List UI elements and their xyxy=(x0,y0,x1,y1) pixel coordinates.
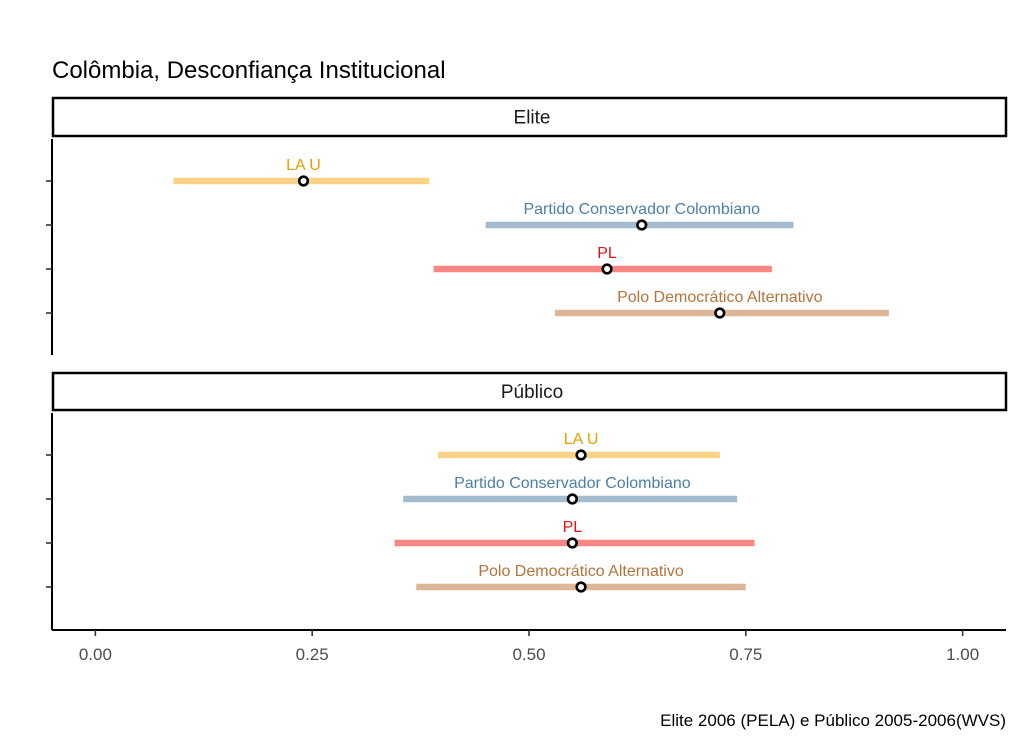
strip-label: Elite xyxy=(514,108,551,129)
strip-box xyxy=(51,96,1008,138)
point-label-partido-conservador-colombiano: Partido Conservador Colombiano xyxy=(454,475,691,492)
point-label-pl: PL xyxy=(563,519,583,536)
x-axis: 0.00 0.25 0.50 0.75 1.00 xyxy=(79,630,979,664)
estimate-point-la-u xyxy=(575,449,587,461)
estimate-point-pl xyxy=(566,537,578,549)
point-label-pl: PL xyxy=(597,245,617,262)
panel-elite: Elite LA U Partido Conservador Colombiano P… xyxy=(46,96,1008,355)
point-label-polo-democratico-alternativo: Polo Democrático Alternativo xyxy=(478,563,684,580)
estimate-point-partido-conservador-colombiano xyxy=(566,493,578,505)
estimate-point-partido-conservador-colombiano xyxy=(636,219,648,231)
point-label-partido-conservador-colombiano: Partido Conservador Colombiano xyxy=(523,201,760,218)
chart-title: Colômbia, Desconfiança Institucional xyxy=(52,57,446,84)
x-tick-label: 0.00 xyxy=(79,645,112,664)
estimate-point-pl xyxy=(601,263,613,275)
chart-caption: Elite 2006 (PELA) e Público 2005-2006(WV… xyxy=(660,711,1006,730)
strip-box xyxy=(51,371,1008,412)
estimate-point-polo-democratico-alternativo xyxy=(714,307,726,319)
point-label-la-u: LA U xyxy=(564,431,599,448)
x-tick-label: 0.75 xyxy=(729,645,762,664)
x-tick-label: 1.00 xyxy=(946,645,979,664)
point-label-la-u: LA U xyxy=(286,157,321,174)
x-tick-label: 0.25 xyxy=(296,645,329,664)
panel-publico: Público LA U Partido Conservador Colombian… xyxy=(46,371,1008,631)
estimate-point-la-u xyxy=(297,175,310,187)
strip-label: Público xyxy=(501,382,563,403)
estimate-point-polo-democratico-alternativo xyxy=(575,581,587,593)
x-tick-label: 0.50 xyxy=(512,645,545,664)
point-label-polo-democratico-alternativo: Polo Democrático Alternativo xyxy=(617,289,823,306)
